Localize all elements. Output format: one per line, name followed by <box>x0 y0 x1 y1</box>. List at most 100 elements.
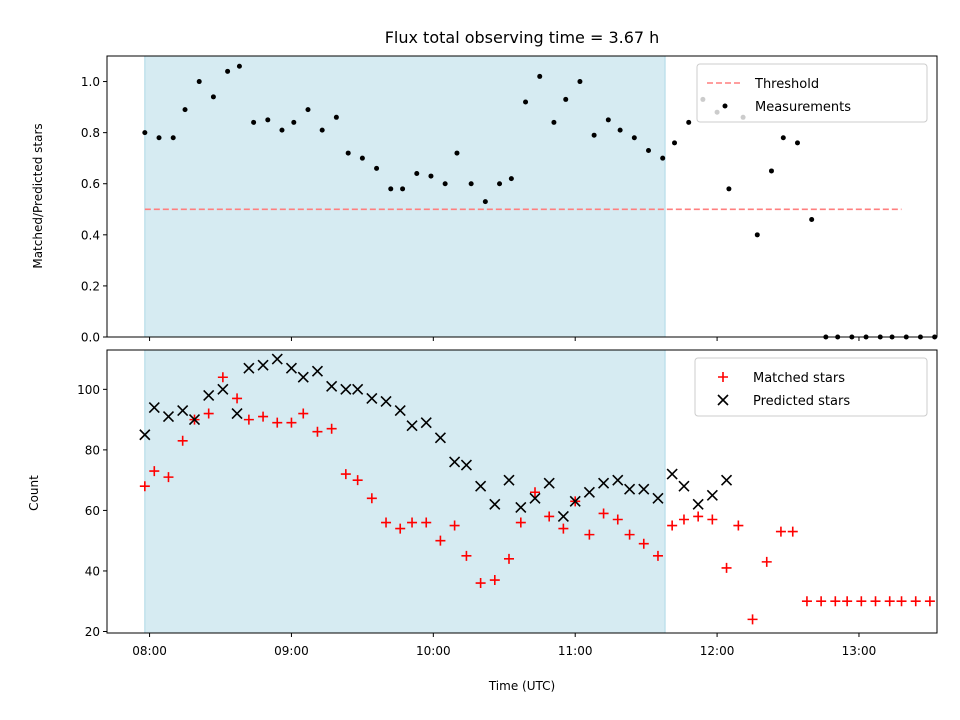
predicted-star-point <box>598 477 610 489</box>
predicted-star-point <box>583 486 595 498</box>
predicted-star-point <box>460 459 472 471</box>
matched-star-point <box>761 556 772 567</box>
matched-star-point <box>612 514 623 525</box>
matched-star-point <box>340 469 351 480</box>
measurement-point <box>537 73 543 79</box>
predicted-star-point <box>406 420 418 432</box>
top-shaded-interval <box>144 55 666 338</box>
measurement-point <box>156 135 162 141</box>
measurement-point <box>508 176 514 182</box>
predicted-star-point <box>297 371 309 383</box>
measurement-point <box>428 173 434 179</box>
predicted-star-point <box>177 404 189 417</box>
matched-star-point <box>530 487 541 498</box>
predicted-star-point <box>380 395 392 408</box>
top-ytick-label: 0.0 <box>81 331 100 345</box>
matched-star-point <box>775 526 786 537</box>
measurement-point <box>225 68 231 74</box>
predicted-star-point <box>612 474 624 486</box>
measurement-point <box>551 119 557 125</box>
predicted-star-point <box>557 510 569 523</box>
measurement-point <box>646 148 652 154</box>
matched-star-point <box>787 526 798 537</box>
chart-title: Flux total observing time = 3.67 h <box>385 28 660 47</box>
measurement-point <box>726 186 732 192</box>
matched-star-point <box>326 423 337 434</box>
matched-star-point <box>366 493 377 504</box>
measurement-point <box>563 96 569 102</box>
matched-star-point <box>395 523 406 534</box>
matched-star-point <box>232 393 243 404</box>
predicted-star-point <box>188 414 201 426</box>
predicted-star-point <box>271 353 283 365</box>
matched-star-point <box>139 481 150 492</box>
top-ytick-label: 0.8 <box>81 126 100 140</box>
matched-star-point <box>217 372 228 383</box>
predicted-star-point <box>543 477 555 489</box>
measurement-point <box>605 117 611 123</box>
top-ytick-label: 0.4 <box>81 228 100 242</box>
measurement-point <box>617 127 623 133</box>
matched-star-point <box>652 550 663 561</box>
legend-predicted-swatch <box>717 394 729 406</box>
matched-star-point <box>352 475 363 486</box>
matched-star-point <box>544 511 555 522</box>
matched-star-point <box>312 426 323 437</box>
predicted-star-point <box>503 474 515 486</box>
matched-star-point <box>489 575 500 586</box>
matched-star-point <box>707 514 718 525</box>
matched-star-point <box>435 535 446 546</box>
matched-star-point <box>558 523 569 534</box>
predicted-star-point <box>352 383 364 395</box>
matched-star-point <box>381 517 392 528</box>
top-legend-box <box>696 63 928 123</box>
bottom-ylabel: Count <box>27 475 41 511</box>
matched-star-point <box>721 562 732 573</box>
top-legend-label: Threshold <box>754 77 819 92</box>
matched-star-point <box>243 414 254 425</box>
bottom-panel: Count Time (UTC) 20 40 60 80 100 08:00 09:00 10… <box>27 349 938 693</box>
top-panel: Matched/Predicted stars 0.0 0.2 0.4 0.6 0.8 1… <box>31 55 938 345</box>
measurement-point <box>454 150 460 156</box>
matched-star-point <box>203 408 214 419</box>
measurement-point <box>236 63 242 69</box>
bottom-legend-label: Matched stars <box>753 371 845 386</box>
matched-star-point <box>842 596 853 607</box>
predicted-star-point <box>139 429 151 441</box>
measurement-point <box>333 114 339 120</box>
predicted-star-point <box>257 359 269 371</box>
xtick-label: 10:00 <box>416 644 451 658</box>
measurement-point <box>291 119 297 125</box>
measurement-point <box>468 181 474 187</box>
matched-star-point <box>584 529 595 540</box>
measurement-point <box>374 165 380 171</box>
matched-star-point <box>638 538 649 549</box>
bottom-ytick-label: 100 <box>77 383 100 397</box>
measurement-point <box>672 140 678 146</box>
predicted-star-point <box>666 468 678 480</box>
predicted-star-point <box>394 404 406 417</box>
matched-star-point <box>870 596 881 607</box>
bottom-ytick-label: 40 <box>85 564 100 578</box>
predicted-star-point <box>148 401 160 414</box>
matched-star-point <box>667 520 678 531</box>
bottom-legend-box <box>694 357 928 417</box>
matched-star-point <box>298 408 309 419</box>
matched-star-point <box>272 417 283 428</box>
bottom-ytick-label: 80 <box>85 443 100 457</box>
matched-star-point <box>733 520 744 531</box>
measurement-point <box>631 135 637 141</box>
matched-star-point <box>515 517 526 528</box>
matched-star-point <box>896 596 907 607</box>
predicted-star-point <box>692 498 704 510</box>
measurement-point <box>482 199 488 205</box>
measurement-point <box>660 155 666 161</box>
matched-star-point <box>598 508 609 519</box>
matched-star-point <box>421 517 432 528</box>
measurement-point <box>265 117 271 123</box>
matched-star-point <box>678 514 689 525</box>
measurement-point <box>279 127 285 133</box>
predicted-star-point <box>569 495 581 507</box>
predicted-star-point <box>624 483 636 495</box>
measurement-point <box>794 140 800 146</box>
